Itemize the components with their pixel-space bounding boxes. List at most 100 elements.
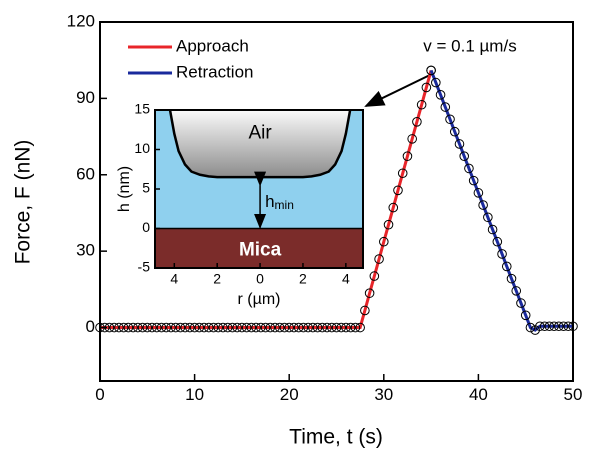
y-axis-label: Force, F (nN) bbox=[12, 140, 35, 265]
data-point bbox=[326, 322, 337, 333]
data-point bbox=[166, 322, 176, 333]
data-point bbox=[175, 322, 186, 333]
data-point bbox=[454, 139, 465, 149]
data-point bbox=[459, 151, 470, 161]
y-tick-label: 90 bbox=[76, 88, 95, 107]
data-point bbox=[123, 322, 134, 333]
x-tick-label: 40 bbox=[469, 385, 488, 404]
data-point bbox=[114, 322, 124, 333]
x-tick-label: 4 bbox=[170, 271, 178, 287]
data-point bbox=[355, 322, 365, 333]
data-point bbox=[539, 321, 550, 332]
region-label: Mica bbox=[239, 239, 282, 260]
data-point bbox=[383, 219, 394, 230]
data-point bbox=[492, 236, 503, 247]
data-point bbox=[227, 322, 238, 333]
gap-label-main: h bbox=[265, 192, 274, 211]
mica-region bbox=[155, 228, 363, 268]
data-point bbox=[118, 322, 129, 333]
data-point bbox=[483, 212, 493, 223]
data-point bbox=[308, 322, 318, 333]
data-point bbox=[274, 322, 285, 333]
data-point bbox=[161, 322, 172, 333]
x-tick-label: 4 bbox=[342, 271, 350, 287]
data-point bbox=[558, 321, 569, 332]
data-point bbox=[341, 322, 351, 333]
data-point bbox=[232, 322, 242, 333]
data-point bbox=[270, 322, 280, 333]
data-point bbox=[487, 224, 498, 235]
data-point bbox=[218, 322, 228, 333]
gap-label: hmin bbox=[265, 192, 294, 212]
plot-frame bbox=[99, 21, 574, 382]
data-point bbox=[246, 322, 257, 333]
data-point bbox=[393, 185, 403, 196]
data-point bbox=[554, 321, 564, 332]
data-point bbox=[289, 322, 299, 333]
data-point bbox=[199, 322, 209, 333]
data-point bbox=[256, 322, 266, 333]
x-tick-label: 0 bbox=[95, 385, 104, 404]
x-tick-label: 20 bbox=[280, 385, 299, 404]
x-axis-label: r (µm) bbox=[238, 291, 281, 308]
y-tick-label: 0 bbox=[86, 317, 95, 336]
data-point bbox=[379, 236, 389, 247]
data-point bbox=[180, 322, 190, 333]
data-point bbox=[208, 322, 219, 333]
x-tick-label: 30 bbox=[374, 385, 393, 404]
data-point bbox=[374, 254, 384, 264]
data-point bbox=[445, 114, 455, 125]
data-point bbox=[322, 322, 332, 333]
data-point bbox=[241, 322, 252, 333]
data-point bbox=[279, 322, 290, 333]
data-point bbox=[331, 322, 342, 333]
data-point bbox=[360, 305, 370, 316]
annotation-arrow bbox=[364, 73, 433, 107]
data-point bbox=[421, 82, 432, 93]
data-point bbox=[511, 286, 522, 296]
data-point bbox=[312, 322, 323, 333]
data-point bbox=[506, 273, 517, 284]
data-point bbox=[501, 261, 512, 272]
gap-label-sub: min bbox=[275, 198, 294, 212]
annotation: v = 0.1 µm/s bbox=[423, 36, 516, 55]
data-point bbox=[147, 322, 157, 333]
y-tick-label: 5 bbox=[142, 180, 150, 196]
data-point bbox=[251, 322, 261, 333]
data-point bbox=[364, 288, 375, 298]
series-line bbox=[429, 69, 573, 332]
data-point bbox=[525, 322, 536, 333]
x-tick-label: 2 bbox=[299, 271, 307, 287]
data-point bbox=[137, 322, 148, 333]
data-point bbox=[468, 175, 479, 186]
data-point bbox=[293, 322, 304, 333]
data-point bbox=[303, 322, 313, 333]
data-point bbox=[369, 271, 380, 281]
data-point bbox=[213, 322, 224, 333]
x-tick-label: 2 bbox=[213, 271, 221, 287]
data-point bbox=[350, 322, 361, 333]
data-point bbox=[544, 321, 555, 332]
region-label: Air bbox=[248, 123, 272, 144]
data-point bbox=[133, 322, 143, 333]
data-point bbox=[549, 321, 559, 332]
data-point bbox=[237, 322, 247, 333]
data-point bbox=[516, 298, 526, 308]
legend-label: Approach bbox=[176, 36, 249, 55]
y-axis-label: h (nm) bbox=[116, 166, 133, 212]
data-point bbox=[109, 322, 119, 333]
data-point bbox=[336, 322, 347, 333]
data-point bbox=[265, 322, 276, 333]
data-point bbox=[345, 322, 356, 333]
data-point bbox=[426, 65, 436, 76]
data-point bbox=[478, 200, 488, 210]
air-region bbox=[170, 110, 351, 178]
data-point bbox=[497, 249, 507, 259]
data-point bbox=[260, 322, 271, 333]
data-point bbox=[449, 126, 460, 137]
data-point bbox=[128, 322, 138, 333]
data-point bbox=[194, 322, 205, 333]
data-point bbox=[156, 322, 167, 333]
data-point bbox=[412, 117, 422, 127]
